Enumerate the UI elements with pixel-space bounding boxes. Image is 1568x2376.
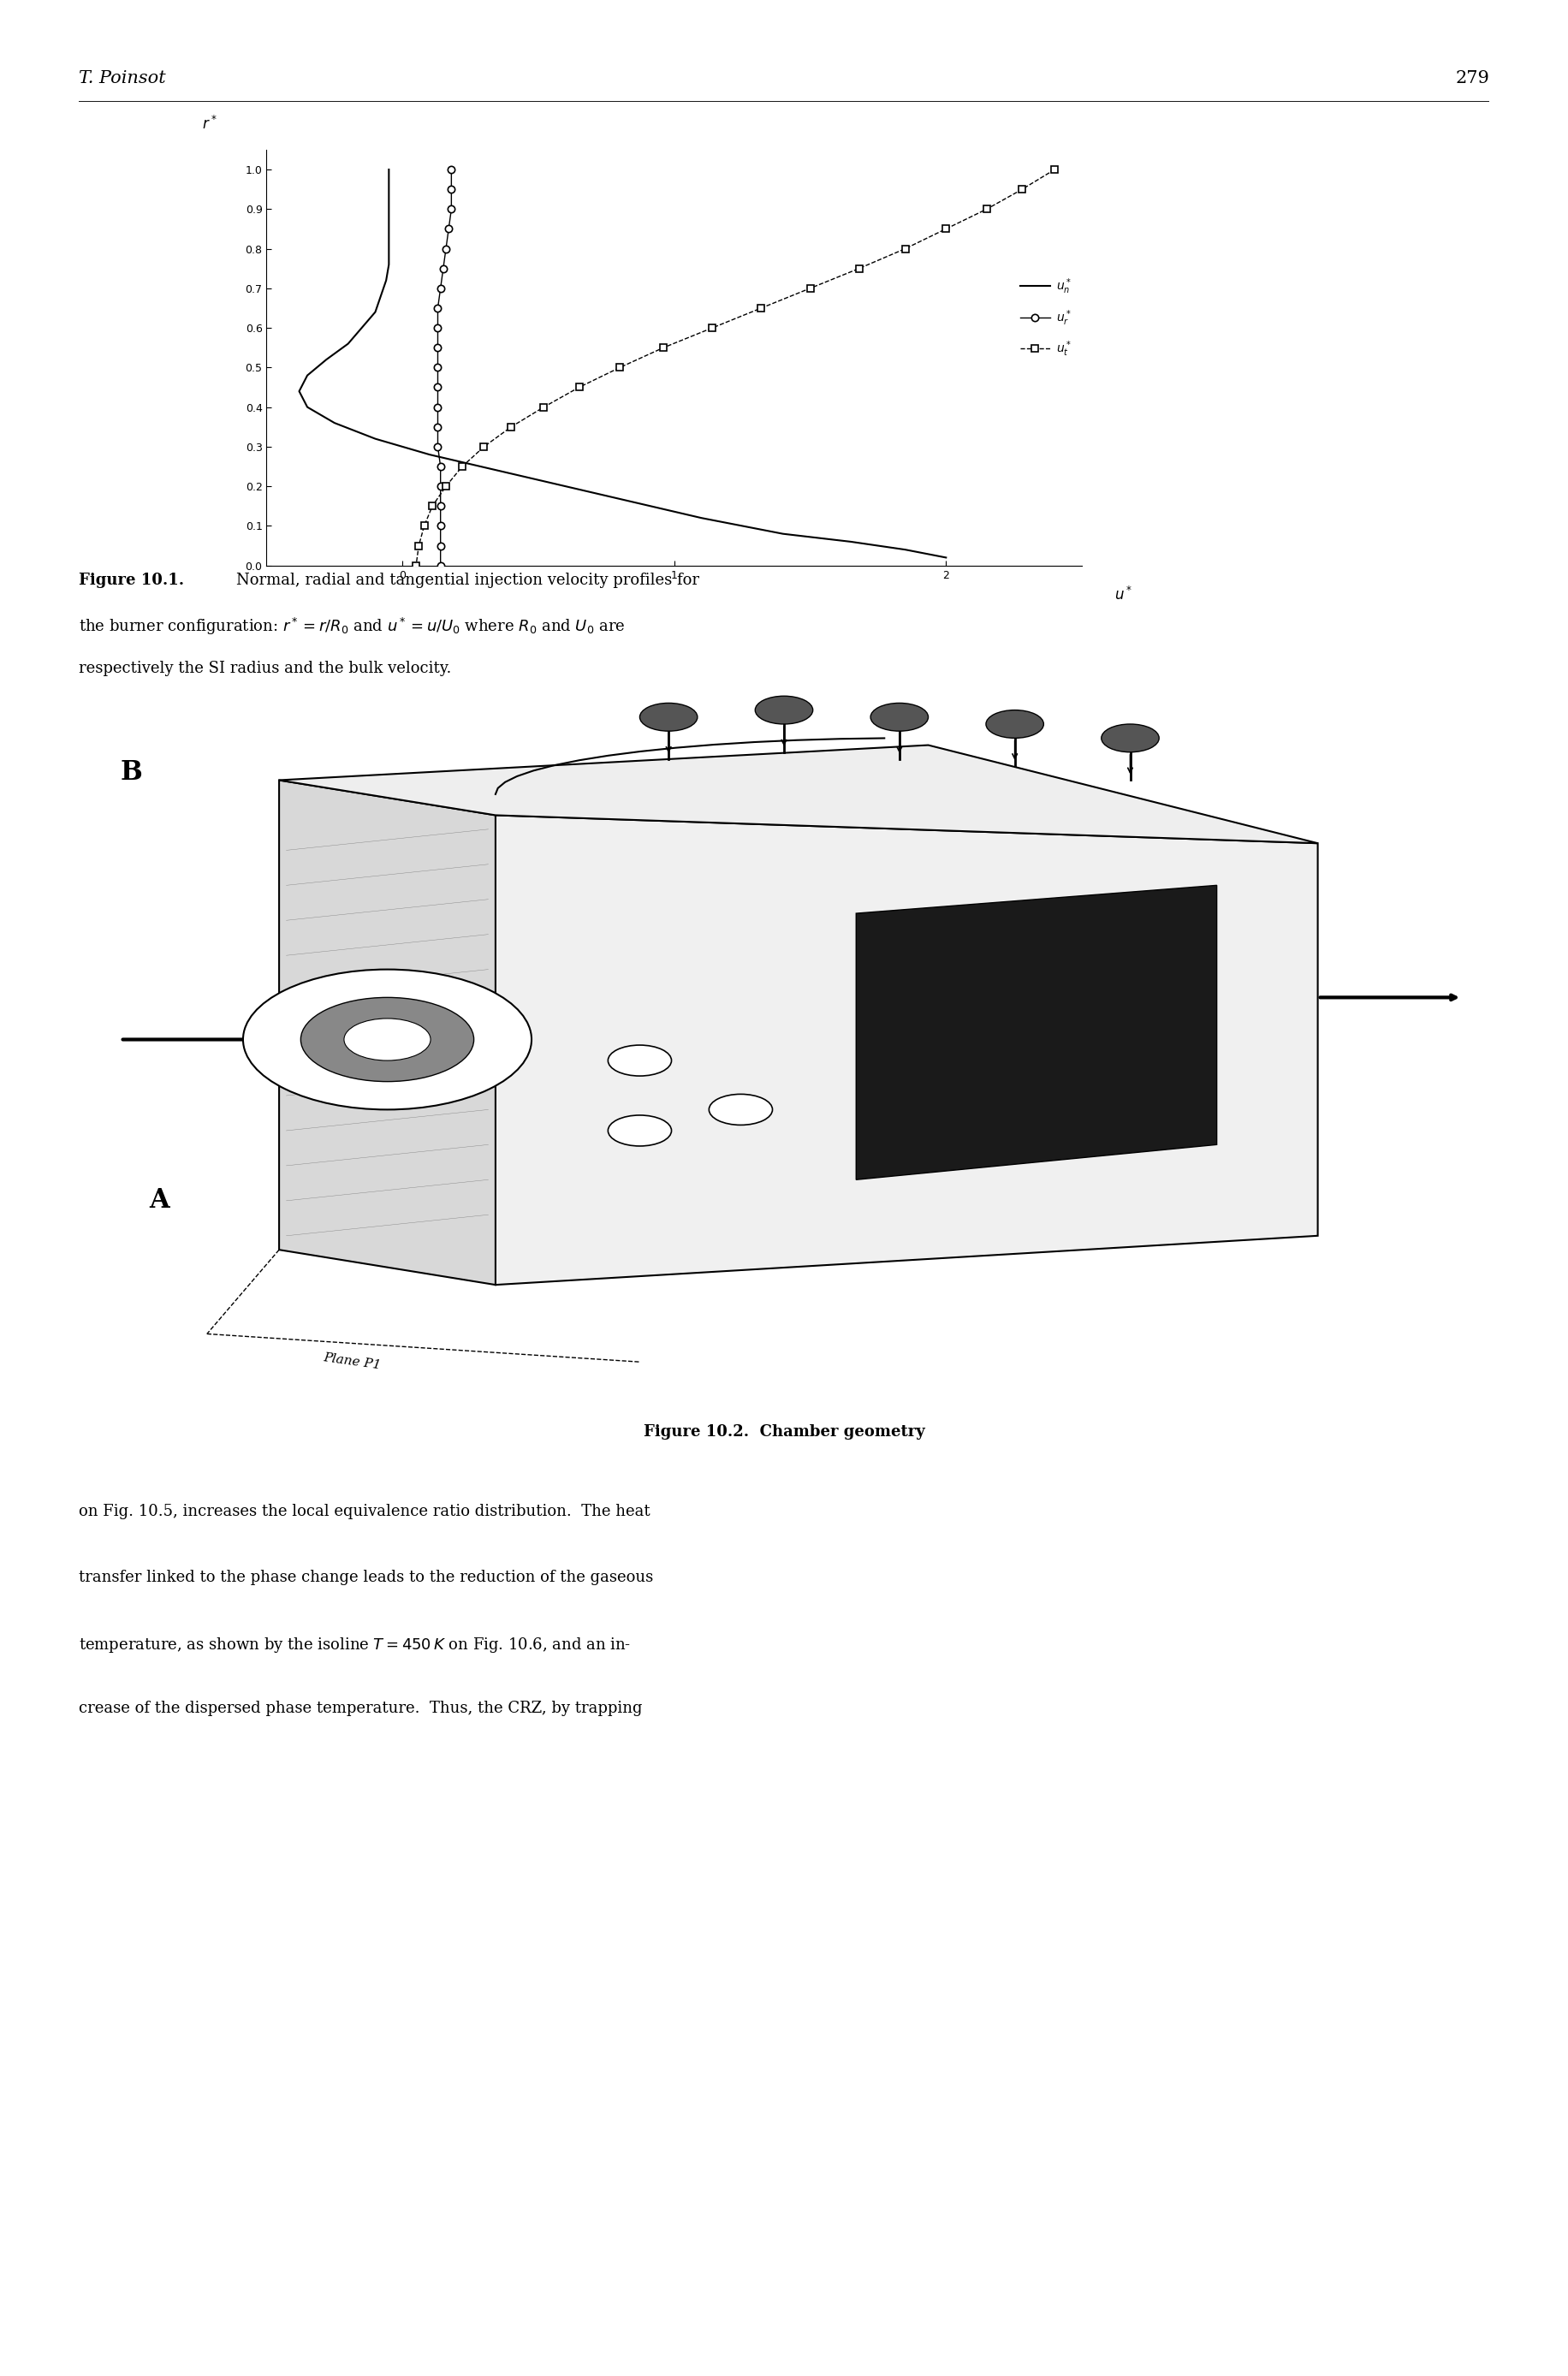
- Text: Figure 10.1.: Figure 10.1.: [78, 573, 183, 587]
- Polygon shape: [279, 746, 1317, 843]
- Text: on Fig. 10.5, increases the local equivalence ratio distribution.  The heat: on Fig. 10.5, increases the local equiva…: [78, 1504, 649, 1521]
- Polygon shape: [856, 886, 1217, 1181]
- Text: temperature, as shown by the isoline $T = 450\,K$ on Fig. 10.6, and an in-: temperature, as shown by the isoline $T …: [78, 1635, 630, 1654]
- Text: B: B: [121, 760, 143, 786]
- Polygon shape: [495, 815, 1317, 1285]
- Text: crease of the dispersed phase temperature.  Thus, the CRZ, by trapping: crease of the dispersed phase temperatur…: [78, 1701, 641, 1715]
- Text: T. Poinsot: T. Poinsot: [78, 71, 165, 86]
- Circle shape: [608, 1045, 671, 1076]
- Circle shape: [709, 1095, 773, 1124]
- Text: the burner configuration: $r^* = r/R_0$ and $u^* = u/U_0$ where $R_0$ and $U_0$ : the burner configuration: $r^* = r/R_0$ …: [78, 615, 624, 637]
- Circle shape: [986, 710, 1044, 739]
- Circle shape: [243, 969, 532, 1110]
- Text: $r^*$: $r^*$: [202, 116, 216, 133]
- Text: transfer linked to the phase change leads to the reduction of the gaseous: transfer linked to the phase change lead…: [78, 1571, 652, 1585]
- Circle shape: [756, 696, 812, 725]
- Text: Figure 10.2.  Chamber geometry: Figure 10.2. Chamber geometry: [643, 1423, 925, 1440]
- Text: A: A: [149, 1188, 169, 1214]
- Circle shape: [343, 1019, 431, 1060]
- Circle shape: [301, 998, 474, 1081]
- Text: Plane P1: Plane P1: [323, 1352, 381, 1371]
- Legend: $u_n^*$, $u_r^*$, $u_t^*$: $u_n^*$, $u_r^*$, $u_t^*$: [1016, 273, 1076, 364]
- Circle shape: [608, 1114, 671, 1145]
- Text: respectively the SI radius and the bulk velocity.: respectively the SI radius and the bulk …: [78, 661, 452, 675]
- Text: Normal, radial and tangential injection velocity profiles for: Normal, radial and tangential injection …: [237, 573, 699, 587]
- Polygon shape: [279, 779, 495, 1285]
- Circle shape: [640, 703, 698, 732]
- Circle shape: [1101, 725, 1159, 753]
- Text: $u^*$: $u^*$: [1115, 587, 1132, 604]
- Circle shape: [870, 703, 928, 732]
- Text: 279: 279: [1455, 71, 1490, 86]
